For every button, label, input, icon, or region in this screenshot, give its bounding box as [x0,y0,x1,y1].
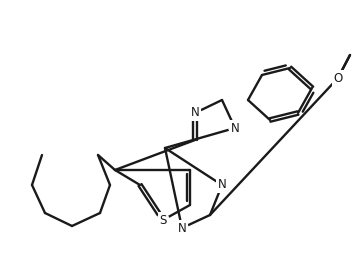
Circle shape [176,222,188,234]
Text: O: O [333,71,343,84]
Text: S: S [159,214,167,227]
Circle shape [332,72,344,84]
Text: N: N [231,122,240,135]
Text: N: N [218,178,226,191]
Circle shape [216,179,228,191]
Text: N: N [178,222,186,235]
Circle shape [157,214,169,226]
Circle shape [229,122,241,134]
Circle shape [189,107,201,119]
Text: N: N [191,106,199,119]
